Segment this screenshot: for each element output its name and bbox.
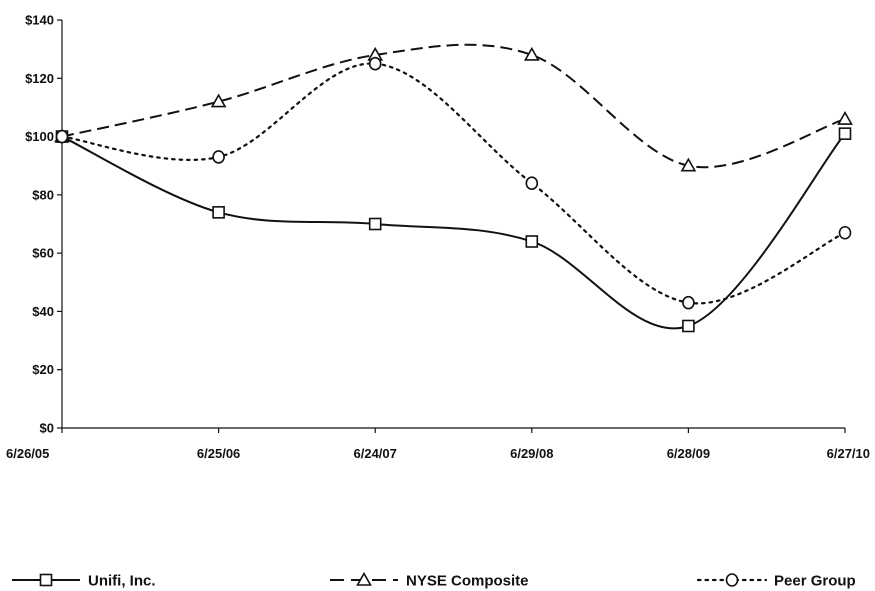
data-point [210,93,227,108]
data-point [682,295,695,310]
x-tick-label: 6/24/07 [354,446,397,461]
data-point [525,176,539,190]
y-tick-label: $60 [32,246,54,261]
series-unifi-inc [55,127,852,333]
legend-item: Peer Group [696,573,856,590]
data-point [838,127,852,140]
series-nyse-composite [54,43,853,172]
data-point [368,56,382,71]
x-tick-label: 6/28/09 [667,446,710,461]
legend-marker [725,573,739,587]
y-tick-label: $100 [25,129,54,144]
legend-marker [39,573,53,587]
series-line [60,62,847,305]
y-tick-label: $140 [25,13,54,28]
y-tick-label: $80 [32,187,54,202]
data-point [682,319,695,333]
data-point [837,110,853,125]
y-tick-label: $40 [32,304,54,319]
legend-marker [356,571,372,586]
data-point [838,225,852,240]
x-tick-label: 6/27/10 [827,446,870,461]
legend-item: NYSE Composite [330,571,529,590]
x-tick-label: 6/26/05 [6,446,49,461]
y-tick-label: $120 [25,71,54,86]
data-point [525,235,539,248]
legend-label: Unifi, Inc. [88,573,156,590]
legend: Unifi, Inc. NYSE Composite Peer Group [12,571,856,590]
axes: $0 $20 $40 $60 $80 $100 $120 $140 6/26/05 6/25/06… [6,13,870,462]
y-tick-label: $20 [32,362,54,377]
y-tick-label: $0 [40,421,54,436]
legend-item: Unifi, Inc. [12,573,156,590]
series-line [61,133,846,330]
x-tick-label: 6/25/06 [197,446,240,461]
x-tick-label: 6/29/08 [510,446,553,461]
data-point [212,206,225,219]
series-layer [54,43,853,333]
data-point [368,217,382,231]
legend-label: Peer Group [774,573,856,590]
data-point [55,129,69,144]
data-point [523,46,540,61]
series-peer-group [55,56,852,310]
data-point [680,157,697,172]
series-line [61,43,846,169]
legend-label: NYSE Composite [406,573,529,590]
data-point [212,150,225,164]
